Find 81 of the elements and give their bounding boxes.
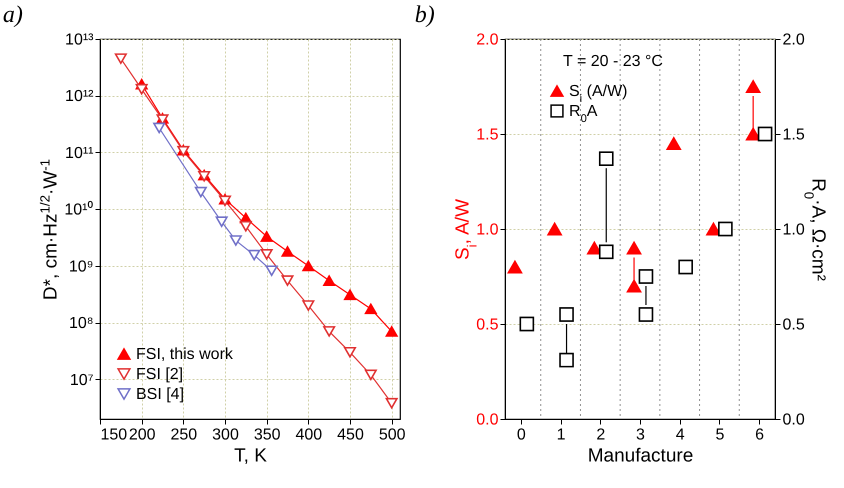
y-tick-label: 0.5 xyxy=(476,316,499,334)
point xyxy=(758,126,772,142)
point xyxy=(746,80,760,93)
point xyxy=(364,370,377,380)
point xyxy=(248,250,260,260)
y-tick-label: 10¹¹ xyxy=(65,144,94,162)
x-tick-label: 350 xyxy=(254,426,281,444)
annotation: T = 20 - 23 °C xyxy=(563,53,663,70)
chart-title: a) xyxy=(2,2,23,28)
point xyxy=(302,300,314,311)
point xyxy=(638,307,654,322)
x-tick-label: 2 xyxy=(596,426,606,444)
y-tick-label: 10¹³ xyxy=(65,32,94,48)
point xyxy=(386,326,398,337)
y-tick-label: 2.0 xyxy=(476,32,499,48)
legend-label: S$_{i}$ (A/W) xyxy=(569,83,628,105)
point xyxy=(114,53,127,64)
y2-tick-label: 0.0 xyxy=(782,412,805,428)
x-axis-title: T, K xyxy=(234,446,268,466)
legend-label: FSI [2] xyxy=(136,366,184,383)
x-tick-label: 5 xyxy=(715,426,724,444)
point xyxy=(260,248,273,260)
point xyxy=(216,216,228,228)
point xyxy=(344,346,356,358)
x-tick-label: 200 xyxy=(128,426,156,444)
point xyxy=(598,244,614,260)
x-tick-label: 150 xyxy=(100,426,128,444)
point xyxy=(281,275,294,286)
point xyxy=(638,269,654,284)
point xyxy=(666,137,682,150)
point xyxy=(678,260,693,274)
point xyxy=(323,326,336,337)
x-tick-label: 4 xyxy=(676,426,685,444)
point xyxy=(266,265,278,276)
x-tick-label: 400 xyxy=(295,426,322,444)
legend-label: FSI, this work xyxy=(136,346,234,363)
y-tick-label: 0.0 xyxy=(476,412,499,428)
legend-label: R$_{0}$A xyxy=(569,103,598,125)
point xyxy=(520,316,534,332)
point xyxy=(260,231,273,242)
y2-tick-label: 2.0 xyxy=(782,32,805,48)
y-tick-label: 10¹⁰ xyxy=(64,200,94,219)
point xyxy=(547,222,562,236)
point xyxy=(230,235,242,246)
point xyxy=(508,260,522,274)
y-tick-label: 1.5 xyxy=(476,126,499,144)
x-tick-label: 300 xyxy=(212,426,239,444)
y-tick-label: 10¹² xyxy=(65,88,94,106)
point xyxy=(626,280,642,292)
x-tick-label: 6 xyxy=(755,426,764,444)
point xyxy=(386,398,398,409)
y-tick-label: 10⁷ xyxy=(70,372,94,389)
x-axis-title: Manufacture xyxy=(588,446,694,466)
point xyxy=(281,246,294,257)
point xyxy=(136,84,148,95)
legend-label: BSI [4] xyxy=(136,386,184,403)
point xyxy=(302,260,314,272)
x-tick-label: 500 xyxy=(378,426,406,444)
point xyxy=(240,220,252,232)
point xyxy=(364,304,377,314)
y-tick-label: 10⁸ xyxy=(68,315,94,332)
point xyxy=(626,242,642,254)
y-tick-label: 1.0 xyxy=(476,222,499,238)
chart-title: b) xyxy=(414,2,435,28)
point xyxy=(194,186,207,198)
x-tick-label: 250 xyxy=(170,426,198,444)
point xyxy=(598,151,614,166)
point xyxy=(323,275,336,286)
x-tick-label: 450 xyxy=(337,426,364,444)
x-tick-label: 0 xyxy=(516,426,526,444)
y2-tick-label: 0.5 xyxy=(782,316,805,334)
y2-tick-label: 1.5 xyxy=(782,126,805,144)
point xyxy=(718,222,733,236)
point xyxy=(559,307,574,322)
x-tick-label: 1 xyxy=(556,426,566,444)
point xyxy=(559,352,574,368)
point xyxy=(344,289,356,300)
y-tick-label: 10⁹ xyxy=(68,258,94,276)
x-tick-label: 3 xyxy=(636,426,646,444)
point xyxy=(153,122,166,134)
y2-tick-label: 1.0 xyxy=(782,222,805,238)
